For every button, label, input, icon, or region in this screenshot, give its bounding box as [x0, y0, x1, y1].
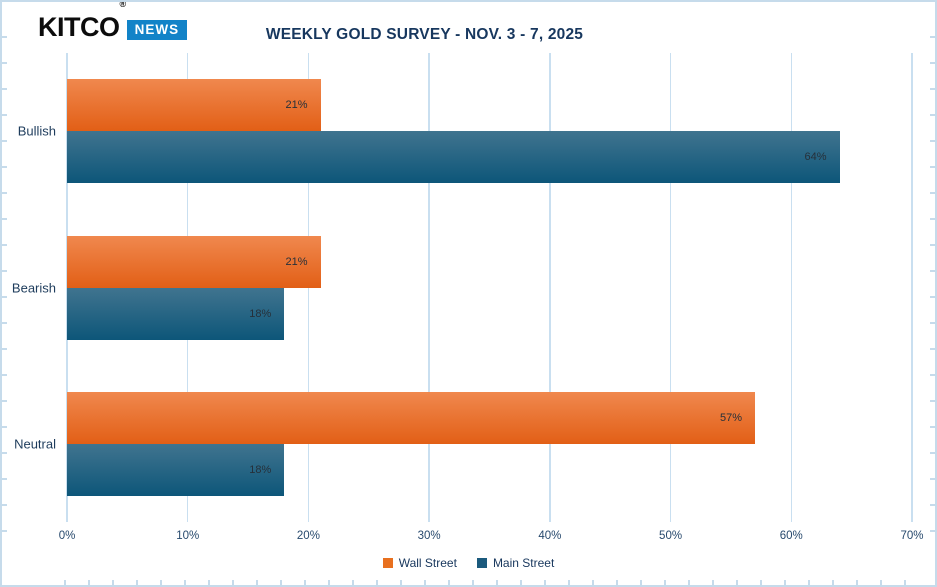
frame-minor-ticks-right — [930, 12, 935, 545]
bar-value-label: 18% — [249, 463, 272, 476]
bar-main-street-bearish: 18% — [67, 287, 285, 340]
bar-main-street-neutral: 18% — [67, 443, 285, 496]
bar-main-street-bullish: 64% — [67, 131, 840, 184]
x-tick-label-40pct: 40% — [538, 530, 562, 542]
kitco-wordmark: KITCO® — [38, 0, 126, 42]
x-tick-label-70pct: 70% — [900, 530, 924, 542]
legend-item-main-street: Main Street — [476, 556, 555, 570]
legend-swatch-main-street — [476, 558, 487, 568]
category-label-neutral: Neutral — [14, 436, 56, 452]
frame-minor-ticks-bottom — [42, 580, 925, 585]
gridline-40pct — [549, 53, 551, 522]
legend-label: Main Street — [492, 556, 555, 570]
bar-wall-street-bullish: 21% — [67, 79, 321, 132]
bar-value-label: 57% — [720, 411, 743, 424]
legend: Wall Street Main Street — [2, 556, 935, 570]
bar-value-label: 64% — [804, 151, 827, 164]
gridline-50pct — [669, 53, 672, 522]
frame-minor-ticks-left — [2, 12, 7, 545]
legend-label: Wall Street — [398, 556, 457, 570]
gridline-30pct — [428, 53, 430, 522]
kitco-news-logo: KITCO® NEWS — [38, 0, 188, 42]
legend-swatch-wall-street — [382, 558, 393, 568]
x-tick-label-20pct: 20% — [296, 530, 320, 542]
bar-value-label: 18% — [249, 307, 272, 320]
bar-wall-street-neutral: 57% — [67, 391, 756, 444]
bar-value-label: 21% — [285, 255, 308, 268]
category-label-bullish: Bullish — [17, 123, 56, 139]
x-tick-label-0pct: 0% — [58, 530, 76, 542]
bar-value-label: 21% — [285, 99, 308, 112]
plot-area: 21% 64% 21% 18% 57% 18% — [66, 53, 913, 522]
x-tick-label-30pct: 30% — [417, 530, 441, 542]
y-axis-category-labels: Bullish Bearish Neutral — [2, 53, 58, 522]
bar-wall-street-bearish: 21% — [67, 235, 321, 288]
gridline-70pct — [911, 53, 913, 522]
gridline-20pct — [307, 53, 310, 522]
category-label-bearish: Bearish — [11, 280, 56, 295]
chart-title: WEEKLY GOLD SURVEY - NOV. 3 - 7, 2025 — [265, 26, 584, 43]
news-badge: NEWS — [126, 19, 188, 40]
registered-trademark-symbol: ® — [119, 0, 127, 9]
x-tick-label-10pct: 10% — [176, 530, 200, 542]
x-tick-label-50pct: 50% — [659, 530, 683, 542]
legend-item-wall-street: Wall Street — [382, 556, 457, 570]
x-tick-label-60pct: 60% — [779, 530, 803, 542]
gridline-60pct — [790, 53, 793, 522]
x-axis-tick-labels: 0% 10% 20% 30% 40% 50% 60% 70% — [59, 530, 924, 546]
